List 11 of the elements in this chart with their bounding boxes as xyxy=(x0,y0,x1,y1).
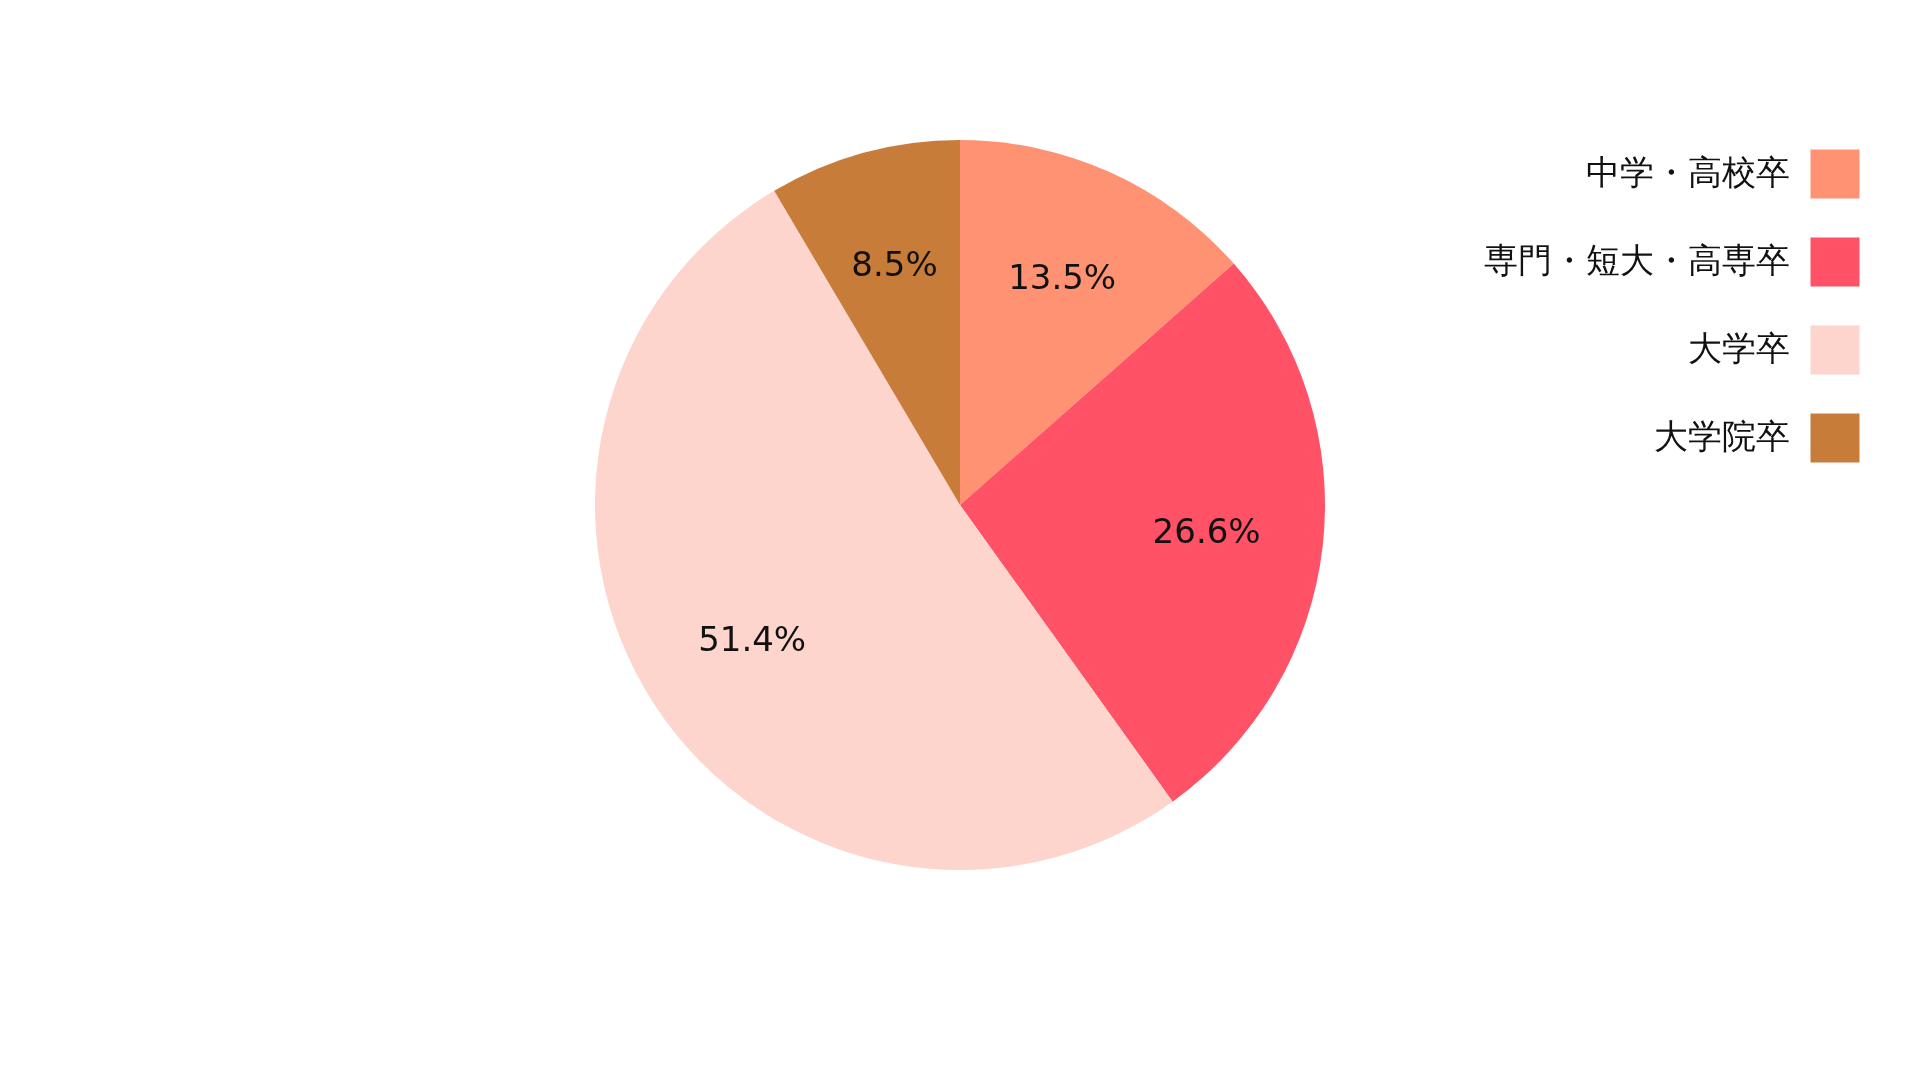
legend-label: 中学・高校卒 xyxy=(1586,152,1790,192)
pie-slice xyxy=(960,263,1325,802)
legend-label: 大学卒 xyxy=(1688,328,1790,368)
data-label: 26.6% xyxy=(1152,511,1261,552)
data-label: 51.4% xyxy=(698,618,807,659)
legend-label: 専門・短大・高専卒 xyxy=(1484,240,1790,280)
pie-slice xyxy=(960,140,1234,505)
data-label: 13.5% xyxy=(1008,256,1117,297)
legend-label: 大学院卒 xyxy=(1654,416,1790,456)
data-label: 8.5% xyxy=(851,243,938,284)
pie-slice xyxy=(774,140,960,505)
